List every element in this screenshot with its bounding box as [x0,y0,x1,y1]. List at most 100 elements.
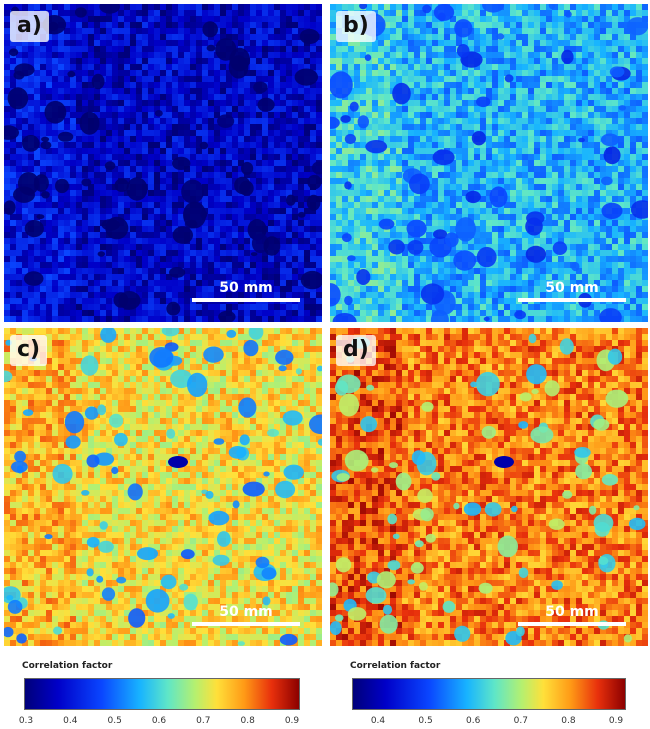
map-cell [492,232,499,239]
grain-blob [241,161,254,175]
map-cell [250,10,257,17]
map-cell [618,10,625,17]
map-cell [414,112,421,119]
map-cell [468,160,475,167]
map-cell [372,94,379,101]
map-cell [160,208,167,215]
map-cell [196,178,203,185]
map-cell [552,142,559,149]
map-cell [28,46,35,53]
map-cell [384,4,391,11]
map-cell [160,130,167,137]
map-cell [474,34,481,41]
map-cell [58,256,65,263]
map-cell [546,214,553,221]
map-cell [510,142,517,149]
map-cell [516,88,523,95]
map-cell [286,250,293,257]
map-cell [136,244,143,251]
map-cell [124,214,131,221]
map-cell [450,220,457,227]
map-cell [154,142,161,149]
map-cell [408,124,415,131]
map-cell [178,106,185,113]
map-cell [582,82,589,89]
map-cell [148,70,155,77]
map-cell [414,10,421,17]
map-cell [576,172,583,179]
map-cell [310,256,317,263]
map-cell [16,160,23,167]
map-cell [52,40,59,47]
map-cell [298,136,305,143]
map-cell [558,202,565,209]
map-cell [220,304,227,311]
map-cell [136,34,143,41]
map-cell [552,100,559,107]
map-cell [438,22,445,29]
map-cell [378,64,385,71]
map-cell [238,232,245,239]
map-cell [40,262,47,269]
map-cell [160,286,167,293]
map-cell [292,88,299,95]
map-cell [232,214,239,221]
map-cell [136,280,143,287]
map-cell [354,154,361,161]
map-cell [624,124,631,131]
map-cell [624,214,631,221]
map-cell [52,82,59,89]
map-cell [564,196,571,203]
map-cell [510,208,517,215]
map-cell [360,64,367,71]
map-cell [202,148,209,155]
map-cell [540,106,547,113]
map-cell [444,208,451,215]
map-cell [286,88,293,95]
map-cell [244,94,251,101]
map-cell [336,4,343,11]
map-cell [136,70,143,77]
map-cell [130,100,137,107]
map-cell [336,154,343,161]
map-cell [600,130,607,137]
map-cell [480,40,487,47]
map-cell [232,262,239,269]
map-cell [34,160,41,167]
map-cell [304,316,311,322]
map-cell [250,268,257,275]
map-cell [360,166,367,173]
map-cell [420,196,427,203]
map-cell [378,190,385,197]
map-cell [178,298,185,305]
map-cell [384,34,391,41]
map-cell [226,292,233,299]
map-cell [142,214,149,221]
map-cell [148,124,155,131]
map-cell [202,118,209,125]
map-cell [474,106,481,113]
map-cell [630,184,637,191]
map-cell [256,202,263,209]
map-cell [618,58,625,65]
map-cell [594,22,601,29]
map-cell [256,4,263,11]
map-cell [94,190,101,197]
map-cell [100,304,107,311]
map-cell [384,142,391,149]
map-cell [274,232,281,239]
map-cell [462,136,469,143]
map-cell [202,94,209,101]
map-cell [148,298,155,305]
map-cell [402,232,409,239]
map-cell [112,136,119,143]
map-cell [172,28,179,35]
map-cell [600,172,607,179]
map-cell [178,4,185,11]
map-cell [456,202,463,209]
map-cell [456,136,463,143]
map-cell [106,46,113,53]
map-cell [540,142,547,149]
map-cell [94,28,101,35]
map-cell [46,148,53,155]
